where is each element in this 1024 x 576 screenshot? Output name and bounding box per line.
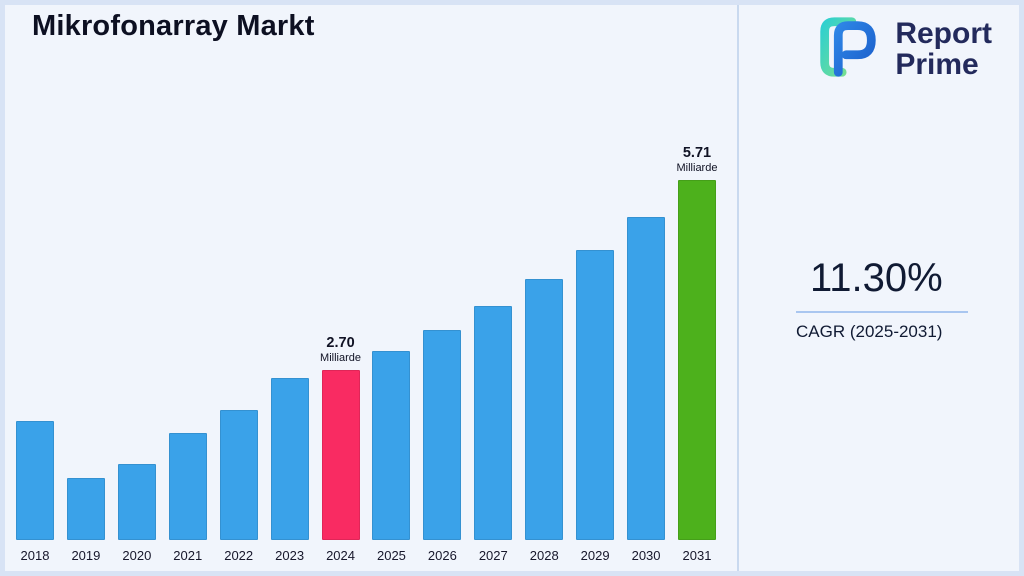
bar-2028 bbox=[525, 279, 564, 540]
bar-annotation-2031: 5.71 Milliarde bbox=[677, 145, 718, 174]
bar-column-2029: 2029 bbox=[576, 250, 615, 563]
bar-2018 bbox=[16, 421, 54, 540]
bar-2031 bbox=[677, 180, 716, 540]
bar-column-2031: 5.71 Milliarde 2031 bbox=[677, 145, 718, 563]
x-axis-label-2025: 2025 bbox=[376, 548, 406, 563]
bar-column-2019: 2019 bbox=[66, 478, 105, 563]
x-axis-label-2028: 2028 bbox=[529, 548, 559, 563]
logo-text-line1: Report bbox=[895, 16, 992, 50]
bar-column-2024: 2.70 Milliarde 2024 bbox=[320, 335, 361, 563]
x-axis-label-2027: 2027 bbox=[478, 548, 508, 563]
cagr-value: 11.30% bbox=[810, 256, 943, 300]
x-axis-label-2021: 2021 bbox=[173, 548, 203, 563]
page-title: Mikrofonarray Markt bbox=[32, 10, 315, 42]
annotation-unit-2031: Milliarde bbox=[676, 162, 718, 174]
panel-divider bbox=[737, 5, 739, 571]
bar-column-2027: 2027 bbox=[474, 306, 513, 563]
x-axis-label-2031: 2031 bbox=[682, 548, 712, 563]
bar-2023 bbox=[270, 378, 309, 540]
logo-text-line2: Prime bbox=[895, 47, 979, 81]
x-axis-label-2020: 2020 bbox=[122, 548, 152, 563]
bar-2024 bbox=[321, 370, 360, 540]
bar-column-2028: 2028 bbox=[525, 279, 564, 563]
bar-2022 bbox=[219, 410, 258, 540]
bar-column-2018: 2018 bbox=[16, 421, 54, 563]
bar-2020 bbox=[117, 464, 156, 540]
annotation-unit-2024: Milliarde bbox=[320, 352, 362, 364]
bar-column-2020: 2020 bbox=[117, 464, 156, 563]
reportprime-logo-text: Report Prime bbox=[895, 16, 992, 81]
cagr-panel: 11.30% CAGR (2025-2031) bbox=[796, 256, 968, 342]
x-axis-label-2023: 2023 bbox=[275, 548, 305, 563]
bar-2021 bbox=[168, 433, 207, 540]
bar-column-2021: 2021 bbox=[168, 433, 207, 563]
x-axis-label-2029: 2029 bbox=[580, 548, 610, 563]
bar-column-2025: 2025 bbox=[372, 351, 411, 563]
cagr-underline bbox=[796, 311, 968, 313]
bar-chart: 2018 2019 2020 2021 2022 2023 2.70 Milliarde 202… bbox=[16, 145, 718, 563]
x-axis-label-2019: 2019 bbox=[71, 548, 101, 563]
bar-column-2030: 2030 bbox=[627, 217, 666, 563]
bar-column-2022: 2022 bbox=[219, 410, 258, 563]
annotation-value-2024: 2.70 bbox=[326, 335, 355, 351]
bar-2029 bbox=[576, 250, 615, 540]
reportprime-logo-icon bbox=[813, 12, 883, 87]
bar-2027 bbox=[474, 306, 513, 540]
reportprime-logo: Report Prime bbox=[813, 12, 992, 87]
bar-column-2023: 2023 bbox=[270, 378, 309, 563]
bar-2030 bbox=[627, 217, 666, 540]
bar-column-2026: 2026 bbox=[423, 330, 462, 563]
x-axis-label-2026: 2026 bbox=[427, 548, 457, 563]
x-axis-label-2022: 2022 bbox=[224, 548, 254, 563]
cagr-label: CAGR (2025-2031) bbox=[796, 322, 943, 341]
bar-2019 bbox=[66, 478, 105, 540]
annotation-value-2031: 5.71 bbox=[682, 145, 712, 161]
bar-2025 bbox=[372, 351, 411, 540]
x-axis-label-2024: 2024 bbox=[326, 548, 355, 563]
x-axis-label-2030: 2030 bbox=[631, 548, 661, 563]
bar-annotation-2024: 2.70 Milliarde bbox=[320, 335, 361, 364]
bar-2026 bbox=[423, 330, 462, 540]
x-axis-label-2018: 2018 bbox=[20, 548, 50, 563]
